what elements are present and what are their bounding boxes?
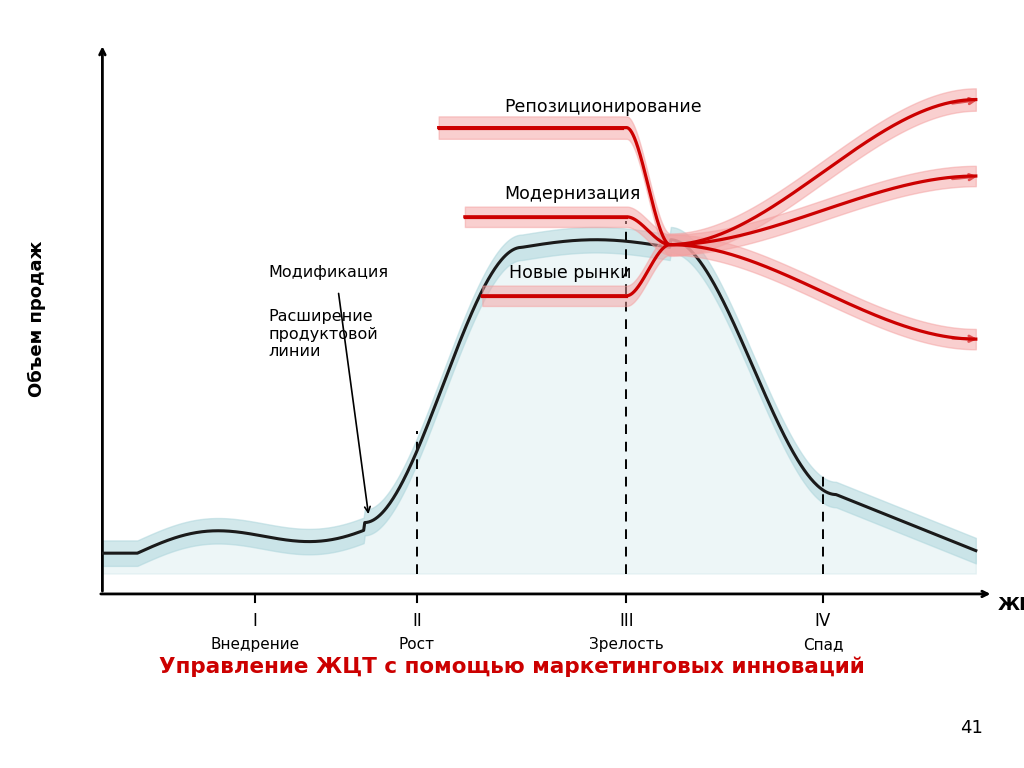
Text: Спад: Спад [803, 637, 843, 652]
Text: I: I [253, 612, 258, 630]
Text: ЖЦТ: ЖЦТ [997, 595, 1024, 613]
Text: IV: IV [815, 612, 831, 630]
Text: Внедрение: Внедрение [211, 637, 300, 652]
Text: Зрелость: Зрелость [589, 637, 664, 652]
Text: Управление ЖЦТ с помощью маркетинговых инноваций: Управление ЖЦТ с помощью маркетинговых и… [159, 657, 865, 677]
Text: Объем продаж: Объем продаж [28, 240, 46, 397]
Text: III: III [620, 612, 634, 630]
Text: 41: 41 [961, 720, 983, 737]
Text: Новые рынки: Новые рынки [509, 264, 631, 282]
Text: II: II [412, 612, 422, 630]
Text: Репозиционирование: Репозиционирование [504, 98, 701, 116]
Text: Модификация: Модификация [268, 266, 388, 280]
Text: Расширение
продуктовой
линии: Расширение продуктовой линии [268, 309, 378, 359]
Text: Модернизация: Модернизация [504, 185, 641, 203]
Text: Рост: Рост [398, 637, 435, 652]
